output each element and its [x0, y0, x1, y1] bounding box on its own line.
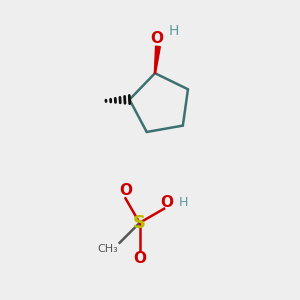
- Text: CH₃: CH₃: [98, 244, 118, 254]
- Text: S: S: [133, 214, 146, 232]
- Text: O: O: [119, 183, 132, 198]
- Text: O: O: [150, 31, 163, 46]
- Text: H: H: [179, 196, 188, 209]
- Text: O: O: [133, 251, 146, 266]
- Polygon shape: [154, 46, 160, 73]
- Text: H: H: [169, 24, 179, 38]
- Text: O: O: [160, 195, 173, 210]
